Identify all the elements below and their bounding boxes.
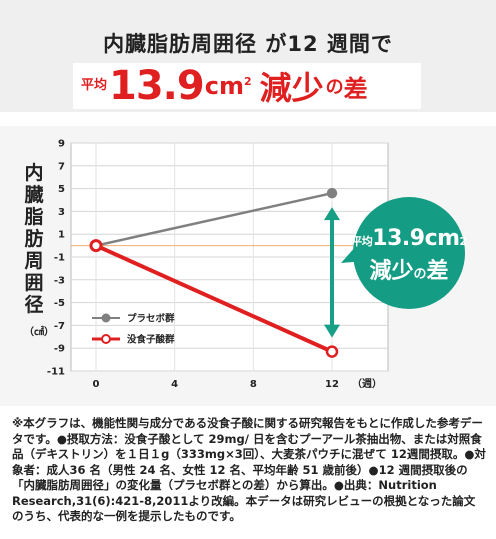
- y-tick-label: -5: [54, 298, 65, 309]
- x-tick-label: 0: [93, 379, 100, 390]
- series-line-1: [95, 191, 333, 247]
- x-tick-label: 8: [250, 379, 257, 390]
- data-point-start: [89, 239, 103, 253]
- y-tick-label: -3: [54, 275, 65, 286]
- y-tick-label: -7: [54, 321, 65, 332]
- y-tick-label: -9: [54, 344, 65, 355]
- data-point: [325, 345, 339, 358]
- banner-unit: cm2: [205, 72, 252, 100]
- x-tick-label: 12: [325, 379, 339, 390]
- x-tick-label: 4: [171, 379, 178, 390]
- badge-reduce: 減少: [369, 259, 414, 284]
- badge-unit: cm: [424, 226, 460, 251]
- y-tick-label: 9: [58, 139, 65, 150]
- series-line-2: [95, 243, 333, 354]
- banner-unit-sup: 2: [243, 75, 252, 88]
- y-tick-label: -11: [47, 367, 65, 378]
- footnote: ※本グラフは、機能性関与成分である没食子酸に関する研究報告をもとに作成した参考デ…: [12, 416, 486, 523]
- legend-label: プラセボ群: [127, 313, 175, 325]
- y-tick-label: 5: [58, 184, 65, 195]
- badge-value: 13.9: [372, 226, 425, 251]
- legend-label: 没食子酸群: [127, 334, 175, 346]
- difference-badge-text: 平均13.9cm2 減少の差: [349, 226, 469, 285]
- legend-marker: [101, 334, 111, 344]
- badge-average: 平均: [351, 235, 373, 248]
- banner-unit-text: cm: [204, 72, 244, 100]
- data-point: [326, 187, 338, 199]
- badge-unit-sup: 2: [459, 235, 468, 248]
- banner-average-text: 平均: [81, 78, 108, 93]
- banner-value: 13.9: [109, 63, 205, 109]
- y-tick-label: 3: [58, 207, 65, 218]
- y-axis-unit: （㎠）: [24, 327, 54, 338]
- result-banner: 平均 13.9 cm2 減少 の 差: [73, 63, 421, 109]
- banner-reduce: 減少: [259, 69, 324, 107]
- badge-diff: 差: [426, 259, 449, 284]
- headline: 内臓脂肪周囲径 が12 週間で: [103, 32, 393, 56]
- y-tick-label: 1: [58, 230, 65, 241]
- difference-arrow-head-down: [324, 324, 340, 338]
- difference-badge: [353, 197, 465, 309]
- legend-marker: [101, 313, 111, 323]
- y-axis-label: 内臓脂肪周囲径: [24, 162, 44, 316]
- difference-arrow-head-up: [324, 207, 340, 221]
- banner-average-label: 平均: [81, 79, 107, 93]
- banner-no: の: [325, 77, 344, 98]
- y-tick-label: 7: [58, 161, 65, 172]
- y-tick-label: -1: [54, 253, 65, 264]
- banner-diff: 差: [343, 74, 368, 103]
- badge-no: の: [413, 267, 427, 282]
- x-axis-unit: （週）: [352, 377, 382, 390]
